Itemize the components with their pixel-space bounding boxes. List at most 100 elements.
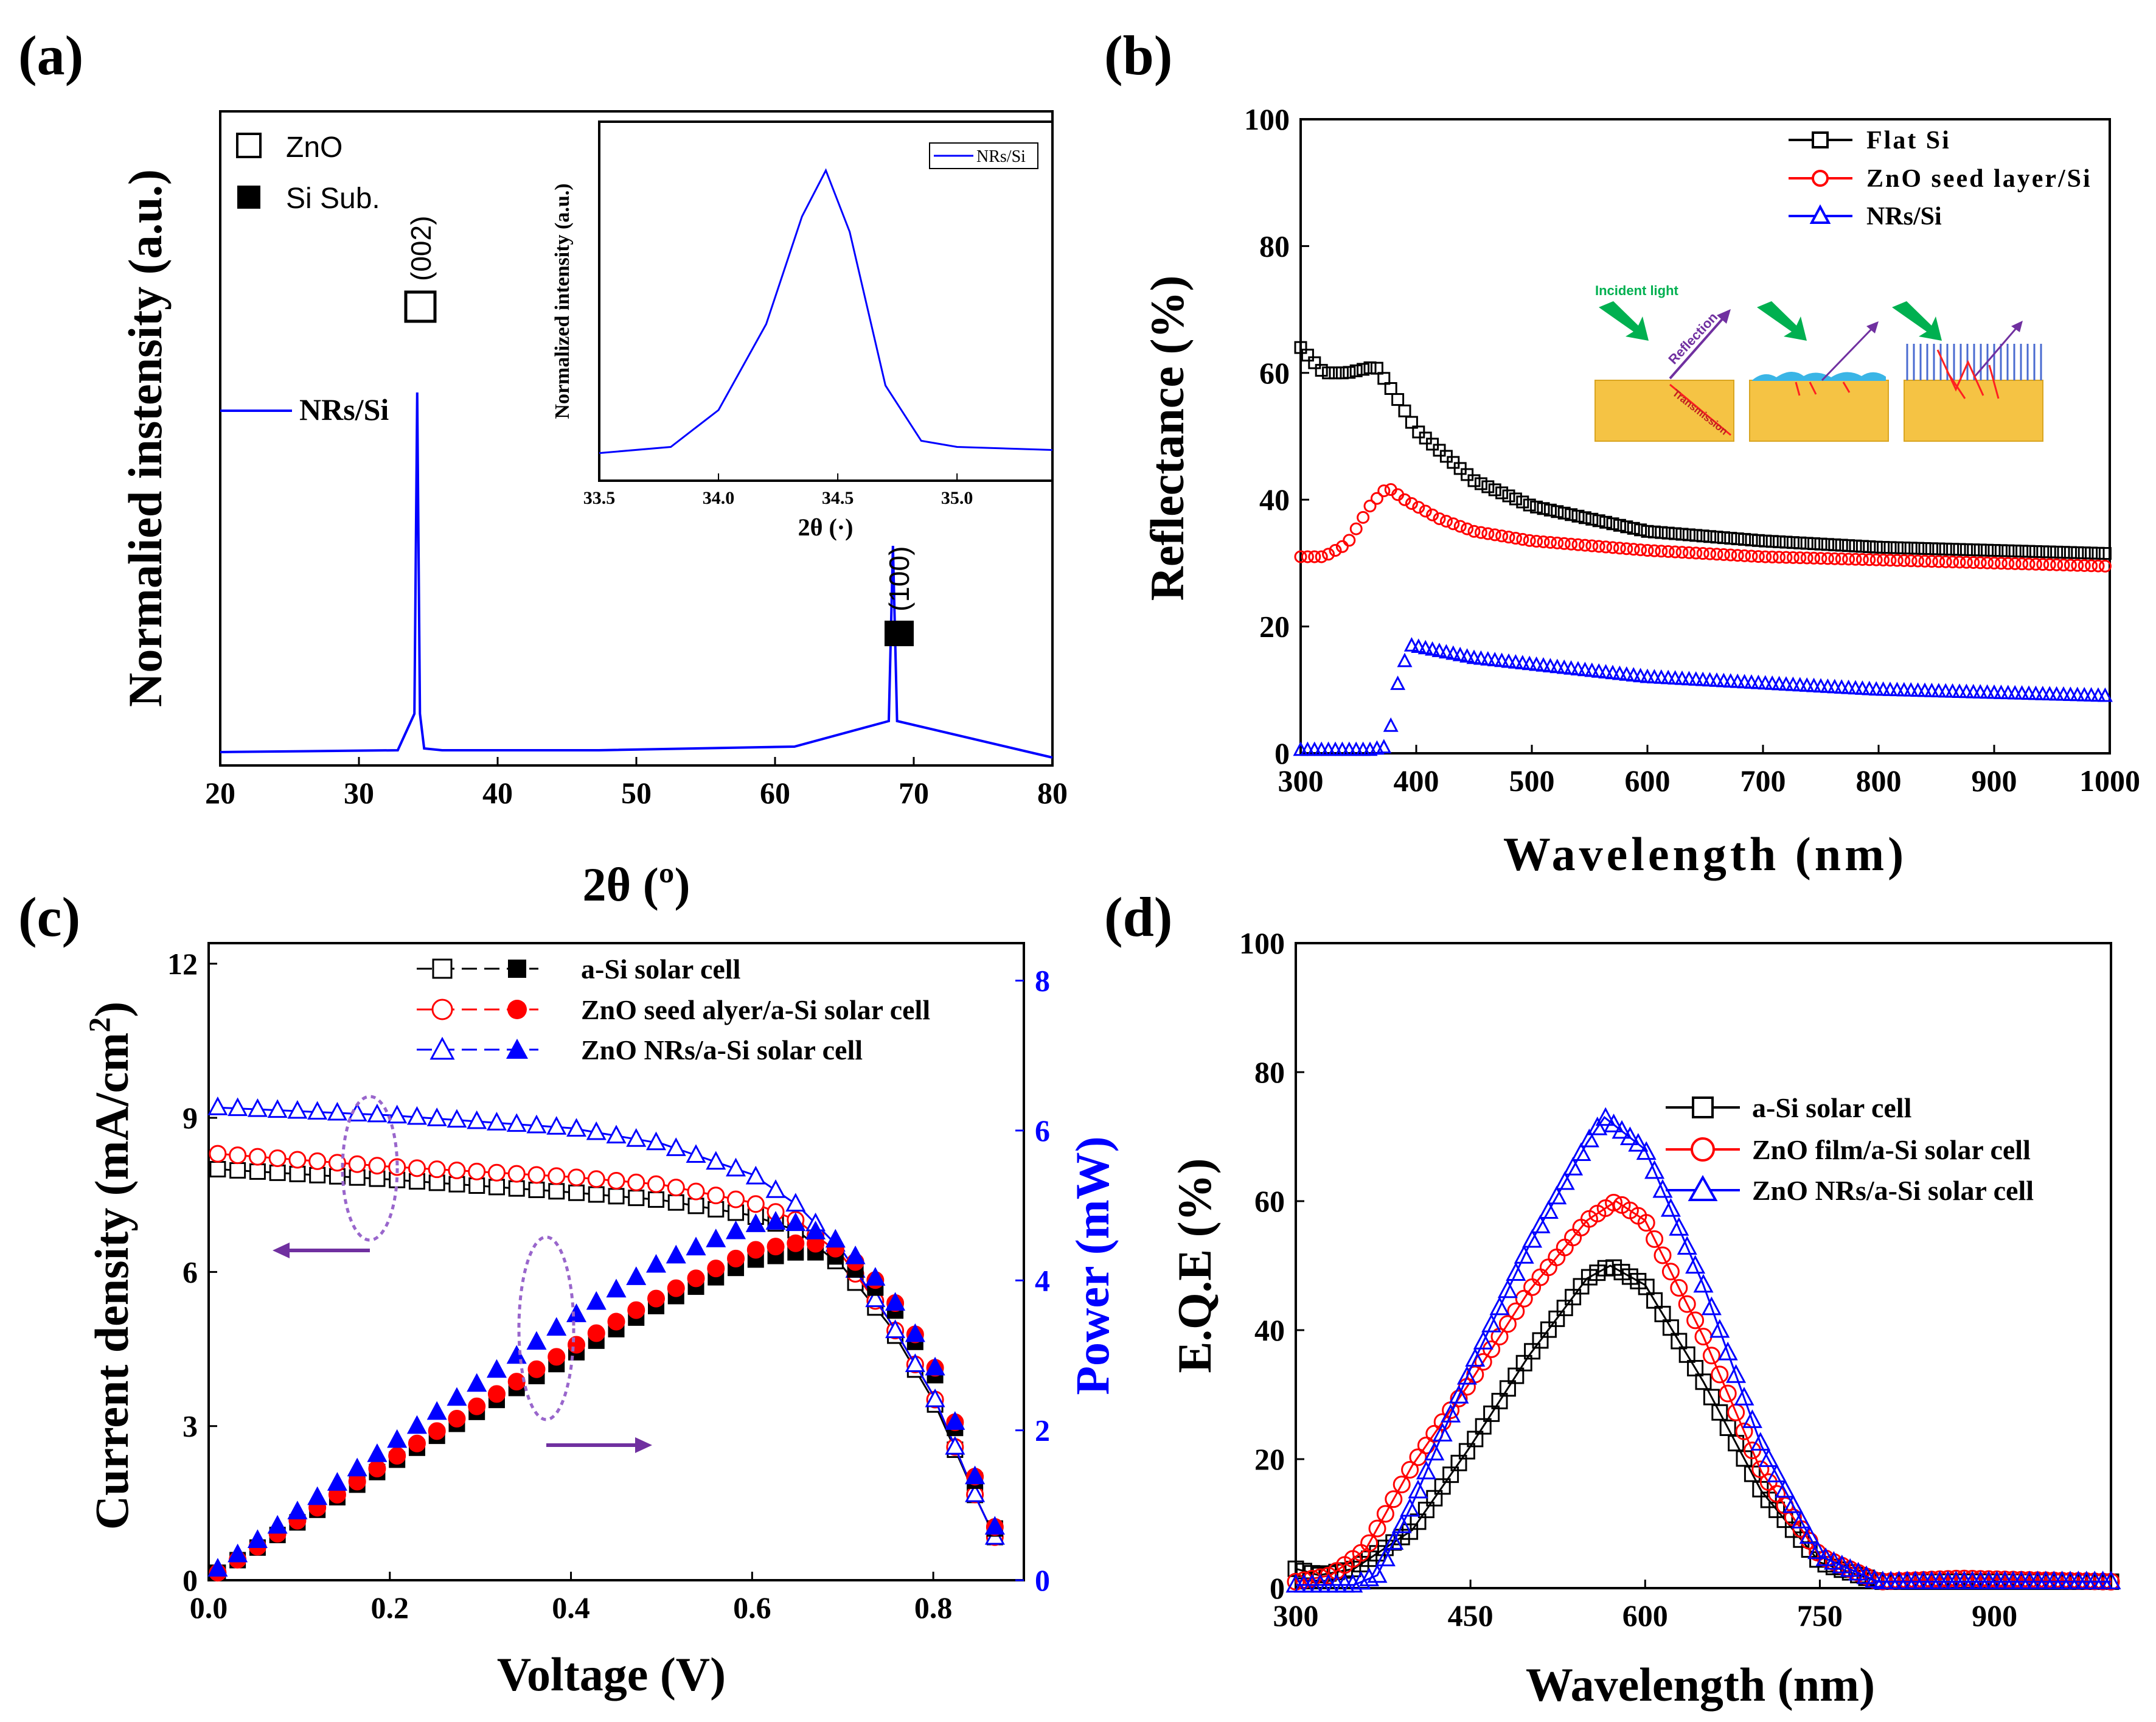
reflectance-point xyxy=(1646,669,1662,684)
reflectance-point xyxy=(1932,542,1946,556)
jv-point xyxy=(586,1121,607,1140)
legend-d-a-si: a-Si solar cell xyxy=(1752,1092,1911,1123)
reflectance-point xyxy=(1689,546,1703,560)
legend-a-si: a-Si solar cell xyxy=(581,953,740,985)
eqe-point xyxy=(1368,1519,1386,1538)
reflectance-point xyxy=(2015,545,2029,558)
reflectance-point xyxy=(1585,512,1599,526)
panel-d-x-tick-label: 450 xyxy=(1448,1598,1494,1633)
jv-point xyxy=(228,1097,248,1117)
eqe-point xyxy=(2101,1570,2121,1589)
eqe-point xyxy=(1507,1302,1525,1320)
reflectance-point xyxy=(2022,545,2036,558)
reflectance-point xyxy=(1487,652,1503,666)
panel-d-x-tick-label: 300 xyxy=(1273,1598,1319,1633)
reflectance-point xyxy=(1946,556,1960,569)
reflection-label: Reflection xyxy=(1665,310,1720,368)
reflectance-point xyxy=(1744,674,1759,689)
power-point xyxy=(767,1238,785,1256)
reflectance-point xyxy=(1411,638,1427,654)
reflectance-point xyxy=(1507,654,1523,669)
panel-b-y-label: Reflectance (%) xyxy=(1141,276,1194,601)
reflectance-point xyxy=(1939,542,1952,556)
panel-a-x-tick-label: 30 xyxy=(344,776,374,810)
reflectance-point xyxy=(1438,644,1454,659)
panel-b-x-tick-label: 400 xyxy=(1394,764,1439,798)
reflectance-point xyxy=(1535,657,1551,672)
reflectance-point xyxy=(1473,650,1489,665)
reflectance-point xyxy=(1619,666,1635,681)
reflectance-point xyxy=(1294,550,1307,563)
reflectance-point xyxy=(1425,641,1441,656)
panel-d-y-tick-label: 80 xyxy=(1254,1055,1285,1089)
reflectance-point xyxy=(1863,540,1876,554)
power-point xyxy=(387,1429,408,1448)
reflectance-point xyxy=(1322,366,1335,380)
eqe-point xyxy=(1848,1561,1869,1581)
reflectance-point xyxy=(1821,538,1834,551)
reflectance-point xyxy=(1703,547,1717,560)
eqe-point xyxy=(1514,1245,1534,1264)
reflectance-point xyxy=(1405,416,1418,429)
jv-point xyxy=(865,1288,886,1308)
reflectance-point xyxy=(1807,551,1821,565)
reflectance-point xyxy=(2092,559,2105,573)
power-point xyxy=(746,1241,765,1259)
reflectance-point xyxy=(1509,492,1522,506)
reflectance-point xyxy=(1731,549,1744,562)
reflectance-point xyxy=(1835,553,1848,566)
reflectance-point xyxy=(1453,520,1467,533)
reflectance-point xyxy=(1357,363,1370,376)
power-point xyxy=(687,1269,705,1288)
panel-c-x-label: Voltage (V) xyxy=(497,1648,726,1701)
power-point xyxy=(287,1501,308,1519)
reflectance-point xyxy=(1897,541,1911,554)
reflectance-point xyxy=(1994,544,2008,557)
reflectance-point xyxy=(1695,671,1711,686)
reflectance-point xyxy=(1376,739,1392,754)
reflectance-point xyxy=(1849,539,1862,553)
reflectance-point xyxy=(1738,532,1751,546)
panel-c-x-tick-label: 0.4 xyxy=(552,1591,590,1625)
eqe-point xyxy=(1832,1554,1852,1574)
legend-nrs-symbol xyxy=(1809,204,1831,224)
reflectance-point xyxy=(1967,556,1980,569)
power-point xyxy=(207,1558,228,1577)
panel-b-plot xyxy=(1293,341,2113,756)
reflectance-point xyxy=(1397,652,1413,668)
reflectance-point xyxy=(1647,525,1661,539)
jv-point xyxy=(249,1163,266,1180)
jv-point xyxy=(628,1190,645,1207)
eqe-point xyxy=(1393,1476,1411,1494)
reflectance-point xyxy=(1495,486,1509,500)
reflectance-point xyxy=(1904,542,1918,555)
panel-b-legend: Flat Si ZnO seed layer/Si NRs/Si xyxy=(1789,127,2090,231)
panel-c-y2-ticks: 0 2 4 6 8 xyxy=(1015,964,1050,1597)
reflectance-point xyxy=(1523,498,1536,512)
power-point xyxy=(586,1291,607,1310)
reflectance-point xyxy=(1495,529,1509,543)
reflectance-point xyxy=(1821,552,1834,565)
reflectance-point xyxy=(1786,536,1800,549)
reflectance-point xyxy=(1322,548,1335,561)
reflectance-point xyxy=(1765,535,1779,548)
legend-d-symbol-3 xyxy=(1688,1174,1718,1201)
panel-c-x-tick-label: 0.0 xyxy=(190,1591,228,1625)
reflectance-point xyxy=(1682,546,1695,559)
reflectance-point xyxy=(1433,512,1446,525)
reflectance-point xyxy=(1577,661,1593,677)
reflectance-point xyxy=(1634,523,1647,537)
eqe-point xyxy=(1303,1569,1321,1588)
power-point xyxy=(727,1249,745,1267)
reflectance-point xyxy=(1855,553,1869,566)
reflectance-point xyxy=(2098,559,2112,573)
jv-point xyxy=(209,1145,227,1163)
inset-a-x-ticks: 33.5 34.0 34.5 35.0 xyxy=(583,473,973,508)
power-point xyxy=(765,1211,786,1230)
power-point xyxy=(448,1410,466,1428)
reflectance-point xyxy=(1537,502,1550,515)
panel-d-x-tick-label: 900 xyxy=(1972,1598,2017,1633)
reflectance-point xyxy=(1383,717,1399,732)
reflectance-point xyxy=(1779,551,1793,564)
reflectance-point xyxy=(1932,555,1946,568)
